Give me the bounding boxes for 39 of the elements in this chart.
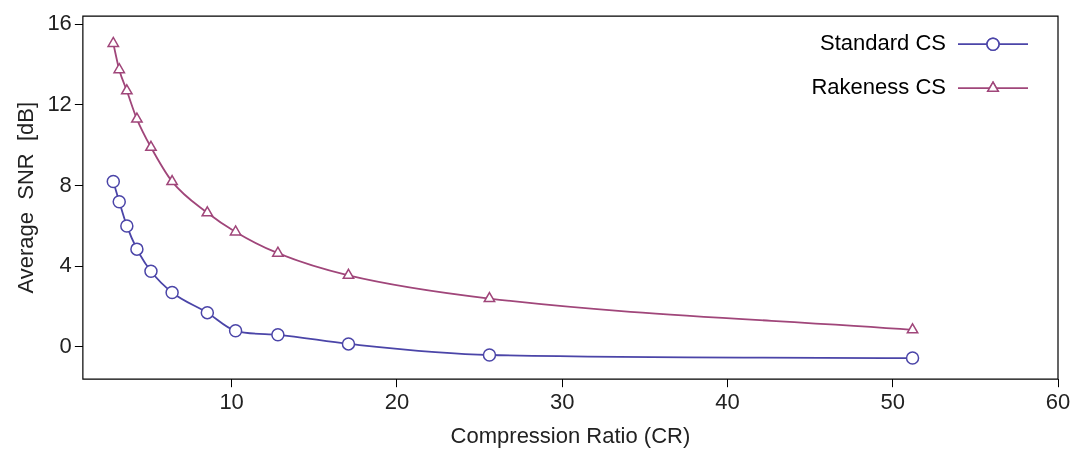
point (130, 242, 144, 256)
y-tick-label: 12 (47, 91, 72, 116)
y-tick-label: 16 (47, 10, 72, 36)
x-axis-title: Compression Ratio (CR) (450, 422, 691, 448)
y-tick-label: 0 (59, 333, 72, 358)
point (113, 62, 126, 74)
point (166, 174, 179, 186)
y-axis-title: Average SNR [dB] (13, 101, 39, 294)
point (144, 264, 158, 279)
point (120, 219, 134, 233)
point (165, 285, 179, 300)
point (107, 36, 120, 48)
x-tick-label: 30 (549, 389, 575, 415)
point (483, 291, 496, 303)
x-tick-label: 50 (880, 389, 905, 415)
legend-label: Rakeness CS (811, 74, 946, 100)
point (905, 351, 920, 365)
x-tick-label: 40 (715, 389, 740, 415)
point (145, 140, 157, 152)
point (341, 337, 356, 351)
point (200, 305, 215, 320)
legend-label: Standard CS (820, 30, 946, 56)
point (229, 225, 242, 236)
y-tick-label: 4 (59, 252, 72, 278)
point (482, 348, 497, 362)
point (120, 84, 133, 95)
point (228, 324, 243, 338)
point (271, 328, 285, 342)
y-tick-label: 8 (59, 171, 72, 197)
point (201, 206, 214, 217)
point (106, 174, 121, 189)
point (342, 268, 355, 280)
point (906, 323, 919, 334)
point (112, 194, 126, 209)
x-tick-label: 20 (384, 389, 410, 415)
x-tick-label: 10 (219, 389, 244, 415)
point (130, 112, 143, 123)
point (271, 246, 284, 257)
x-tick-label: 60 (1045, 389, 1071, 415)
